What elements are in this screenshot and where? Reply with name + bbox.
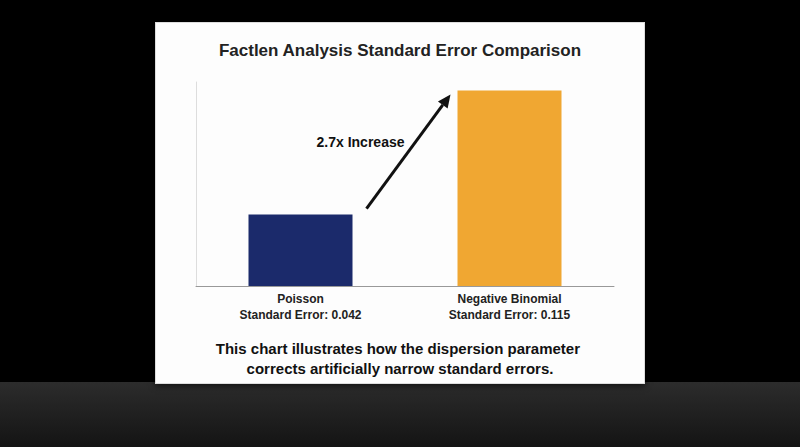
svg-text:Factlen Analysis Standard Erro: Factlen Analysis Standard Error Comparis… (219, 41, 581, 60)
svg-text:This chart illustrates how the: This chart illustrates how the dispersio… (216, 340, 584, 357)
svg-text:corrects artificially narrow s: corrects artificially narrow standard er… (247, 360, 554, 377)
svg-text:Standard Error: 0.042: Standard Error: 0.042 (239, 308, 361, 322)
svg-text:Poisson: Poisson (277, 292, 324, 306)
svg-text:Standard Error: 0.115: Standard Error: 0.115 (449, 308, 571, 322)
svg-text:2.7x Increase: 2.7x Increase (317, 134, 405, 150)
svg-text:Negative Binomial: Negative Binomial (457, 292, 561, 306)
